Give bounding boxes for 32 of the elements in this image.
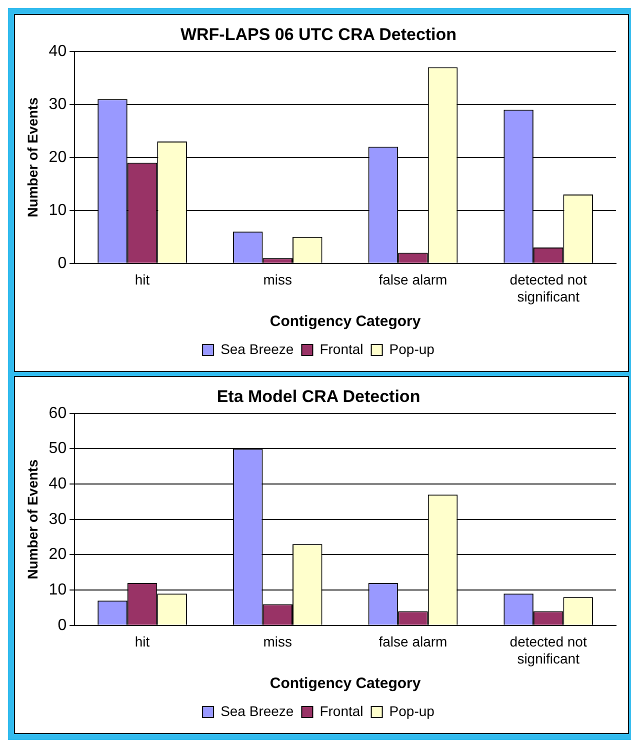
- x-tick-label: miss: [263, 634, 292, 650]
- x-tick-label: detected not significant: [510, 634, 587, 666]
- chart-title: WRF-LAPS 06 UTC CRA Detection: [180, 24, 457, 44]
- legend-label: Frontal: [320, 702, 364, 719]
- y-tick-label: 40: [48, 475, 67, 492]
- y-tick-label: 0: [58, 254, 67, 272]
- y-tick-label: 30: [48, 96, 67, 113]
- y-axis-title: Number of Events: [24, 459, 40, 580]
- x-axis-title: Contigency Category: [270, 313, 422, 330]
- chart-title: Eta Model CRA Detection: [216, 386, 420, 406]
- y-tick-label: 20: [48, 546, 67, 564]
- y-tick-label: 60: [48, 404, 67, 422]
- x-tick-label: miss: [263, 272, 292, 288]
- y-tick-label: 10: [48, 202, 67, 219]
- x-axis-title: Contigency Category: [270, 675, 422, 692]
- y-tick-label: 40: [48, 42, 67, 60]
- y-tick-label: 20: [48, 148, 67, 166]
- y-tick-label: 10: [48, 581, 67, 598]
- legend-label: Pop-up: [389, 340, 435, 357]
- x-tick-label: hit: [134, 634, 150, 650]
- y-tick-label: 30: [48, 510, 67, 528]
- legend-label: Sea Breeze: [220, 702, 294, 719]
- x-tick-label: hit: [134, 272, 150, 288]
- y-tick-label: 0: [58, 616, 67, 634]
- x-tick-label: false alarm: [378, 272, 448, 288]
- legend-label: Pop-up: [389, 702, 435, 719]
- legend-label: Frontal: [320, 340, 364, 357]
- y-tick-label: 50: [48, 440, 67, 458]
- x-tick-label: detected not significant: [510, 272, 587, 304]
- x-tick-label: false alarm: [378, 634, 448, 650]
- legend-label: Sea Breeze: [220, 340, 294, 357]
- y-axis-title: Number of Events: [24, 97, 40, 218]
